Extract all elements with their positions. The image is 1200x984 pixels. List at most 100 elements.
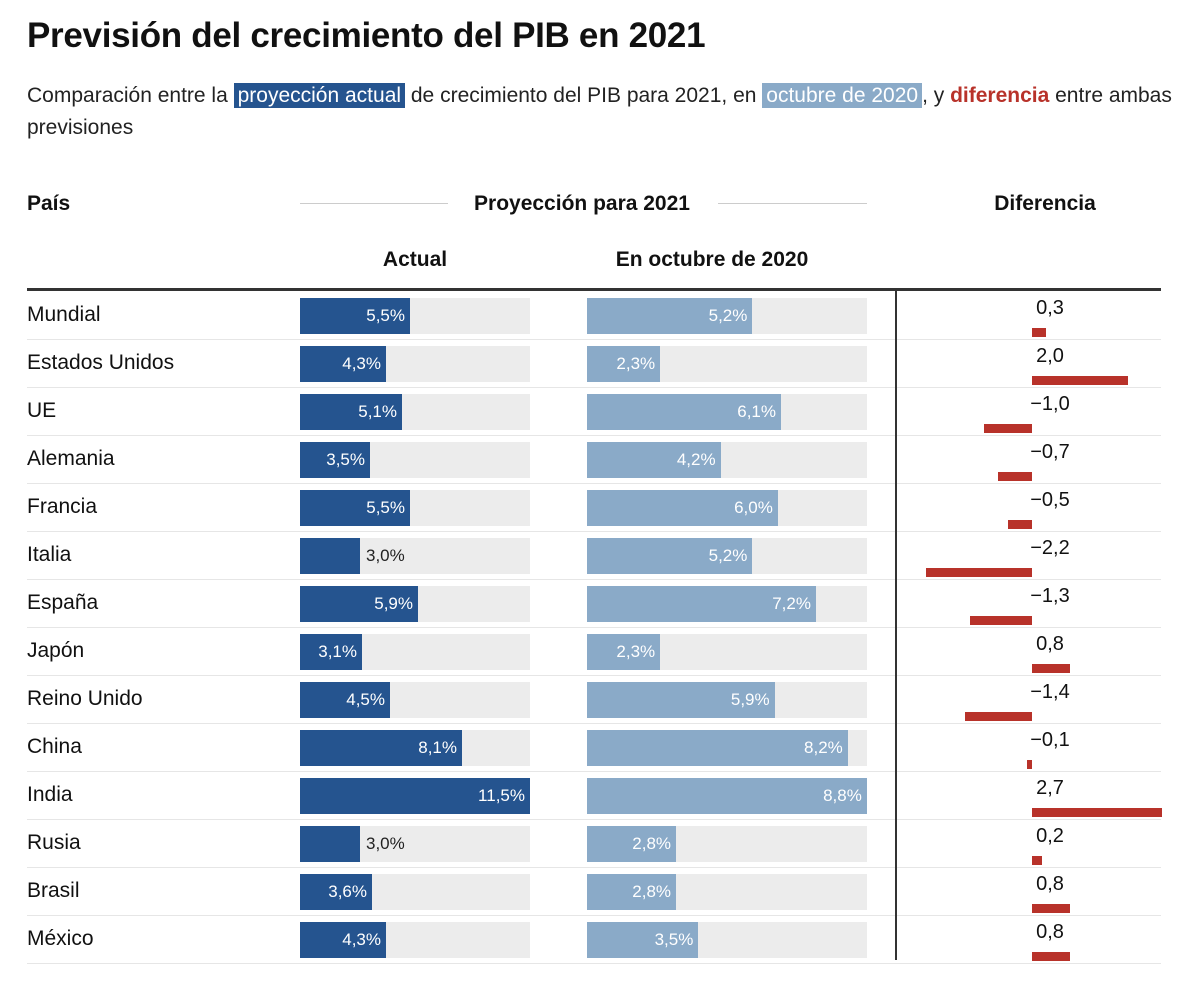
country-label: Alemania [27,447,115,470]
difference-value-label: 0,3 [1036,297,1064,319]
actual-bar [300,778,530,814]
actual-bar [300,922,386,958]
october-bar [587,442,721,478]
actual-track: 4,5% [300,682,530,718]
actual-bar [300,586,418,622]
table-row: Brasil 3,6% 2,8% 0,8 [27,867,1161,916]
difference-bar [1032,952,1071,961]
table-row: Francia 5,5% 6,0% −0,5 [27,483,1161,532]
actual-bar [300,298,410,334]
october-track: 6,1% [587,394,867,430]
october-track: 5,2% [587,538,867,574]
country-label: Italia [27,543,72,566]
table-row: India 11,5% 8,8% 2,7 [27,771,1162,820]
difference-value-label: −0,5 [1030,489,1070,511]
difference-bar [1032,376,1128,385]
difference-divider [895,290,897,960]
difference-value-label: 0,2 [1036,825,1064,847]
october-track: 3,5% [587,922,867,958]
actual-track: 4,3% [300,922,530,958]
difference-bar [1032,808,1162,817]
october-bar [587,346,661,382]
actual-track: 5,5% [300,298,530,334]
difference-bar [1032,328,1047,337]
subtitle-text: Comparación entre la [27,84,234,107]
october-value-label: 5,2% [708,306,748,325]
country-label: India [27,783,73,806]
difference-value-label: −0,7 [1030,441,1070,463]
october-bar [587,634,661,670]
actual-bar [300,394,402,430]
difference-value-label: 2,0 [1036,345,1064,367]
october-bar [587,826,677,862]
october-value-label: 2,8% [632,882,672,901]
difference-bar [1032,664,1071,673]
actual-value-label: 5,5% [366,498,405,517]
table-row: China 8,1% 8,2% −0,1 [27,723,1161,772]
table-row: Italia 3,0% 5,2% −2,2 [27,531,1161,580]
country-label: Japón [27,639,85,662]
subtitle-text: , y [922,84,951,107]
country-label: UE [27,399,57,422]
october-bar [587,298,753,334]
october-track: 7,2% [587,586,867,622]
october-bar [587,394,781,430]
difference-bar [1008,520,1032,529]
difference-value-label: 0,8 [1036,633,1064,655]
table-row: Alemania 3,5% 4,2% −0,7 [27,435,1161,484]
country-label: Estados Unidos [27,351,175,374]
country-label: México [27,927,94,950]
october-value-label: 8,2% [804,738,843,757]
header-rule-right [718,203,867,204]
table-row: Mundial 5,5% 5,2% 0,3 [27,291,1161,340]
actual-track: 5,5% [300,490,530,526]
difference-bar [969,616,1032,625]
october-value-label: 3,5% [654,930,694,949]
actual-bar [300,490,410,526]
actual-track: 3,0% [300,538,530,574]
actual-track: 3,0% [300,826,530,862]
actual-value-label: 4,3% [342,354,381,373]
actual-value-label: 11,5% [478,786,525,805]
chart-title: Previsión del crecimiento del PIB en 202… [27,16,706,55]
october-value-label: 6,1% [737,402,776,421]
difference-value-label: 2,7 [1036,777,1064,799]
difference-value-label: −2,2 [1030,537,1070,559]
header-difference: Diferencia [994,192,1096,215]
october-bar [587,490,778,526]
october-track: 5,9% [587,682,867,718]
difference-value-label: −1,4 [1030,681,1070,703]
october-bar [587,874,677,910]
table-row: España 5,9% 7,2% −1,3 [27,579,1161,628]
header-divider [27,288,1161,291]
actual-track: 4,3% [300,346,530,382]
actual-bar [300,874,372,910]
subtitle-text: entre ambas previsiones [27,84,1172,139]
difference-bar [926,568,1032,577]
country-label: Francia [27,495,98,518]
country-label: Brasil [27,879,80,902]
difference-value-label: 0,8 [1036,921,1064,943]
actual-bar [300,730,462,766]
october-track: 5,2% [587,298,867,334]
table-row: UE 5,1% 6,1% −1,0 [27,387,1161,436]
difference-value-label: −1,0 [1030,393,1070,415]
country-label: Rusia [27,831,81,854]
difference-value-label: 0,8 [1036,873,1064,895]
actual-value-label: 5,5% [366,306,405,325]
legend-difference: diferencia [950,84,1050,107]
actual-track: 3,5% [300,442,530,478]
actual-value-label: 5,1% [358,402,397,421]
actual-value-label: 8,1% [418,738,457,757]
actual-value-label: 3,0% [366,834,405,853]
country-label: Mundial [27,303,101,326]
october-track: 2,3% [587,634,867,670]
table-row: Estados Unidos 4,3% 2,3% 2,0 [27,339,1161,388]
header-actual: Actual [382,248,448,271]
actual-track: 8,1% [300,730,530,766]
difference-bar [1027,760,1032,769]
october-track: 2,8% [587,874,867,910]
october-value-label: 8,8% [823,786,862,805]
october-track: 2,8% [587,826,867,862]
actual-bar [300,826,360,862]
